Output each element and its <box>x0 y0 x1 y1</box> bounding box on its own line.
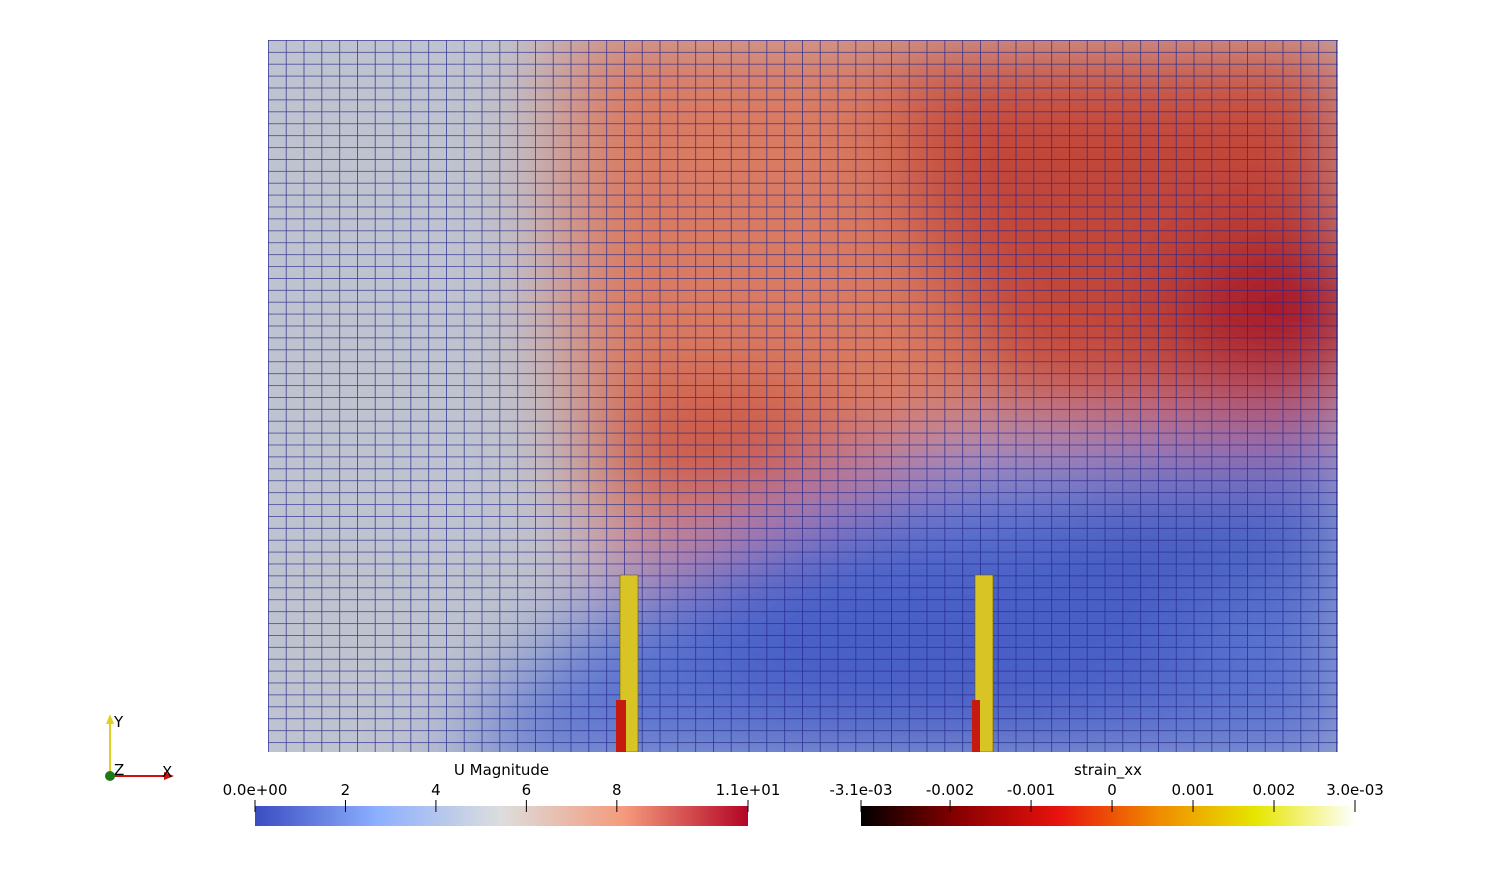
colorbar-tick-label: 8 <box>612 781 622 799</box>
colorbar-tick-label: 1.1e+01 <box>716 781 781 799</box>
colorbar-title: strain_xx <box>1074 761 1142 780</box>
mesh-field <box>268 40 1338 752</box>
colorbar-gradient <box>861 806 1355 826</box>
colorbar-gradient <box>255 806 748 826</box>
colorbar: strain_xx -3.1e-03 -0.002 -0.001 0 0.001 0.002… <box>830 761 1384 826</box>
colorbar: U Magnitude 0.0e+00 2 4 6 8 1.1e+01 <box>223 761 781 826</box>
colorbar-tick-label: 0 <box>1107 781 1117 799</box>
colorbar-tick-label: 0.001 <box>1172 781 1215 799</box>
colorbar-tick-label: -0.001 <box>1007 781 1055 799</box>
colorbar-tick-label: 6 <box>522 781 532 799</box>
y-axis-label: Y <box>113 713 124 731</box>
z-axis-dot <box>105 771 115 781</box>
colorbar-tick-label: 2 <box>341 781 351 799</box>
colorbar-tick-label: 3.0e-03 <box>1326 781 1384 799</box>
colorbar-tick-label: -3.1e-03 <box>830 781 893 799</box>
z-axis-label: Z <box>114 761 124 779</box>
colorbar-tick-label: 0.0e+00 <box>223 781 288 799</box>
y-arrowhead <box>106 714 114 724</box>
colorbar-tick-label: -0.002 <box>926 781 974 799</box>
colorbar-title: U Magnitude <box>454 761 549 779</box>
colorbar-tick-label: 4 <box>431 781 441 799</box>
x-arrowhead <box>164 772 174 780</box>
axes-triad: Y Z X <box>105 713 174 781</box>
colorbar-tick-label: 0.002 <box>1253 781 1296 799</box>
x-axis-label: X <box>162 763 172 781</box>
